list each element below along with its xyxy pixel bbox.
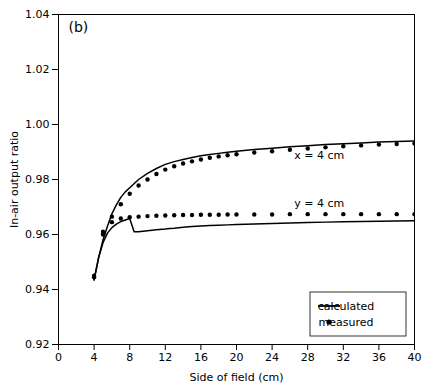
svg-text:32: 32 [336,351,350,364]
svg-text:1.04: 1.04 [25,8,50,21]
svg-text:In-air output ratio: In-air output ratio [8,131,21,228]
svg-text:1.00: 1.00 [25,118,50,131]
svg-text:calculated: calculated [318,300,375,313]
svg-text:1.02: 1.02 [25,63,50,76]
svg-text:(b): (b) [69,19,89,35]
svg-text:8: 8 [126,351,133,364]
svg-text:4: 4 [91,351,98,364]
svg-text:40: 40 [408,351,422,364]
svg-text:20: 20 [230,351,244,364]
svg-text:Side of field (cm): Side of field (cm) [190,371,284,384]
svg-text:0.96: 0.96 [25,228,50,241]
svg-text:x = 4 cm: x = 4 cm [294,149,344,162]
svg-text:0.98: 0.98 [25,173,50,186]
svg-text:0.94: 0.94 [25,283,50,296]
svg-text:0: 0 [55,351,62,364]
svg-text:0.92: 0.92 [25,338,50,351]
svg-text:36: 36 [372,351,386,364]
svg-text:28: 28 [301,351,315,364]
svg-text:measured: measured [319,316,374,329]
svg-text:16: 16 [194,351,208,364]
svg-text:12: 12 [158,351,172,364]
svg-text:y = 4 cm: y = 4 cm [294,197,344,210]
svg-text:24: 24 [265,351,279,364]
